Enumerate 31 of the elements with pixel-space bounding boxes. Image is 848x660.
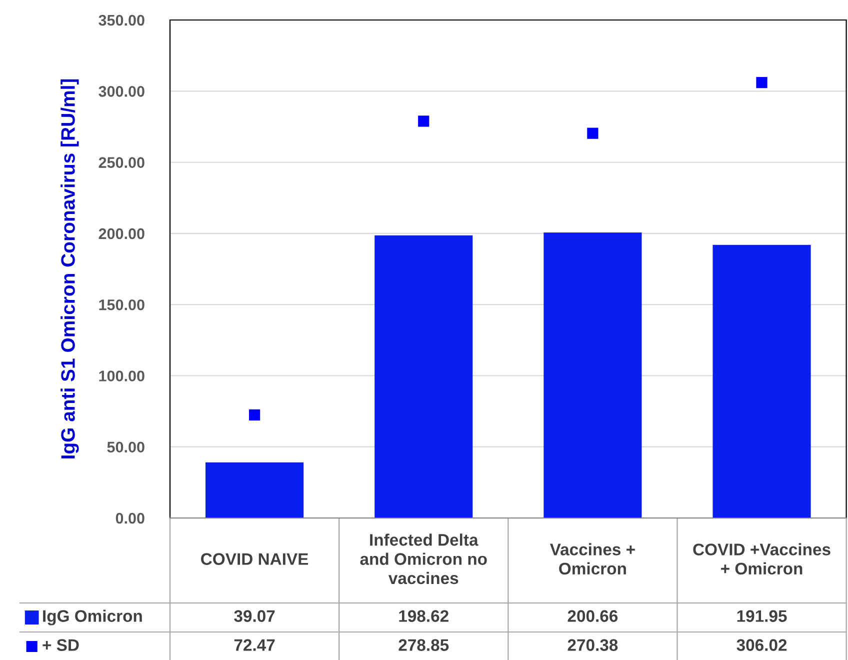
data-label: 39.07 xyxy=(234,610,275,622)
x-tick-label: COVID +Vaccines + Omicron xyxy=(693,543,830,575)
legend-label: + SD xyxy=(42,639,79,651)
y-tick-label: 250.00 xyxy=(98,157,144,168)
y-axis-title: IgG anti S1 Omicron Coronavirus [RU/ml] xyxy=(60,79,79,458)
y-tick-label: 350.00 xyxy=(98,14,144,26)
bar xyxy=(374,235,473,518)
data-label: 200.66 xyxy=(568,610,618,622)
data-label: 198.62 xyxy=(399,610,448,622)
bar xyxy=(712,244,811,518)
legend-label: IgG Omicron xyxy=(43,610,142,626)
y-tick-label: 50.00 xyxy=(107,442,144,453)
y-tick-label: 0.00 xyxy=(116,512,144,524)
data-label: 270.38 xyxy=(568,639,618,651)
data-label: 306.02 xyxy=(736,639,787,651)
data-label: 278.85 xyxy=(398,639,449,651)
y-tick-label: 100.00 xyxy=(99,370,144,382)
bar xyxy=(544,232,642,518)
point xyxy=(418,116,430,127)
x-tick-label: COVID NAIVE xyxy=(201,553,308,565)
x-tick-label: Infected Delta and Omicron no vaccines xyxy=(360,534,487,584)
data-label: 191.95 xyxy=(737,610,787,622)
data-label: 72.47 xyxy=(234,639,275,651)
y-tick-label: 200.00 xyxy=(98,228,144,240)
point xyxy=(248,409,260,420)
y-tick-label: 150.00 xyxy=(99,299,144,310)
bar xyxy=(206,462,304,518)
point xyxy=(756,77,768,88)
point xyxy=(587,128,598,139)
y-tick-label: 300.00 xyxy=(98,86,144,97)
x-tick-label: Vaccines + Omicron xyxy=(550,543,635,575)
